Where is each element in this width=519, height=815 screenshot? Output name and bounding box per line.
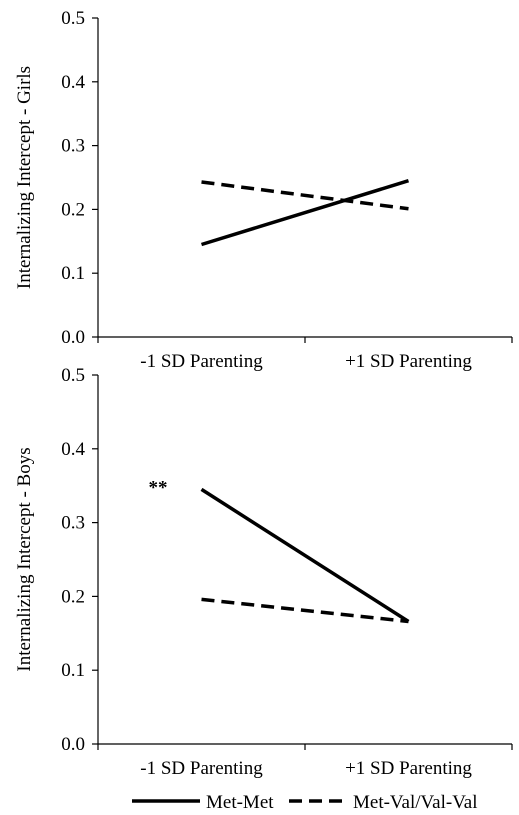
y-tick-label: 0.1 [61, 263, 85, 284]
x-tick-label: -1 SD Parenting [140, 351, 263, 372]
y-tick-label: 0.5 [61, 365, 85, 386]
y-tick-label: 0.0 [61, 327, 85, 348]
chart-panels: 0.0 0.1 0.2 0.3 0.4 0.5 -1 SD Parenting +1 SD P… [14, 8, 513, 779]
x-tick-label: +1 SD Parenting [345, 351, 472, 372]
series-line-met-val-val-val [201, 180, 409, 211]
legend-label-met-met: Met-Met [206, 792, 274, 813]
x-tick-label: -1 SD Parenting [140, 758, 263, 779]
chart-panel-1: 0.0 0.1 0.2 0.3 0.4 0.5 -1 SD Parenting +1 SD P… [14, 8, 513, 372]
y-tick-label: 0.2 [61, 586, 85, 607]
significance-annotation: ** [149, 477, 168, 498]
y-tick-label: 0.2 [61, 199, 85, 220]
x-tick-label: +1 SD Parenting [345, 758, 472, 779]
y-tick-label: 0.1 [61, 660, 85, 681]
chart-panel-2: 0.0 0.1 0.2 0.3 0.4 0.5 -1 SD Parenting +1 SD P… [14, 365, 513, 779]
series-line-met-met [200, 179, 410, 247]
y-axis-title: Internalizing Intercept - Boys [14, 447, 35, 671]
y-tick-label: 0.4 [61, 439, 85, 460]
legend-label-met-val: Met-Val/Val-Val [353, 792, 478, 813]
y-tick-label: 0.4 [61, 72, 85, 93]
legend: Met-Met Met-Val/Val-Val [132, 792, 478, 813]
y-axis-title: Internalizing Intercept - Girls [14, 66, 35, 289]
y-tick-label: 0.5 [61, 8, 85, 29]
y-tick-label: 0.3 [61, 136, 85, 157]
series-line-met-val-val-val [201, 597, 409, 624]
y-tick-label: 0.0 [61, 734, 85, 755]
y-tick-label: 0.3 [61, 513, 85, 534]
series-line-met-met [200, 487, 410, 623]
